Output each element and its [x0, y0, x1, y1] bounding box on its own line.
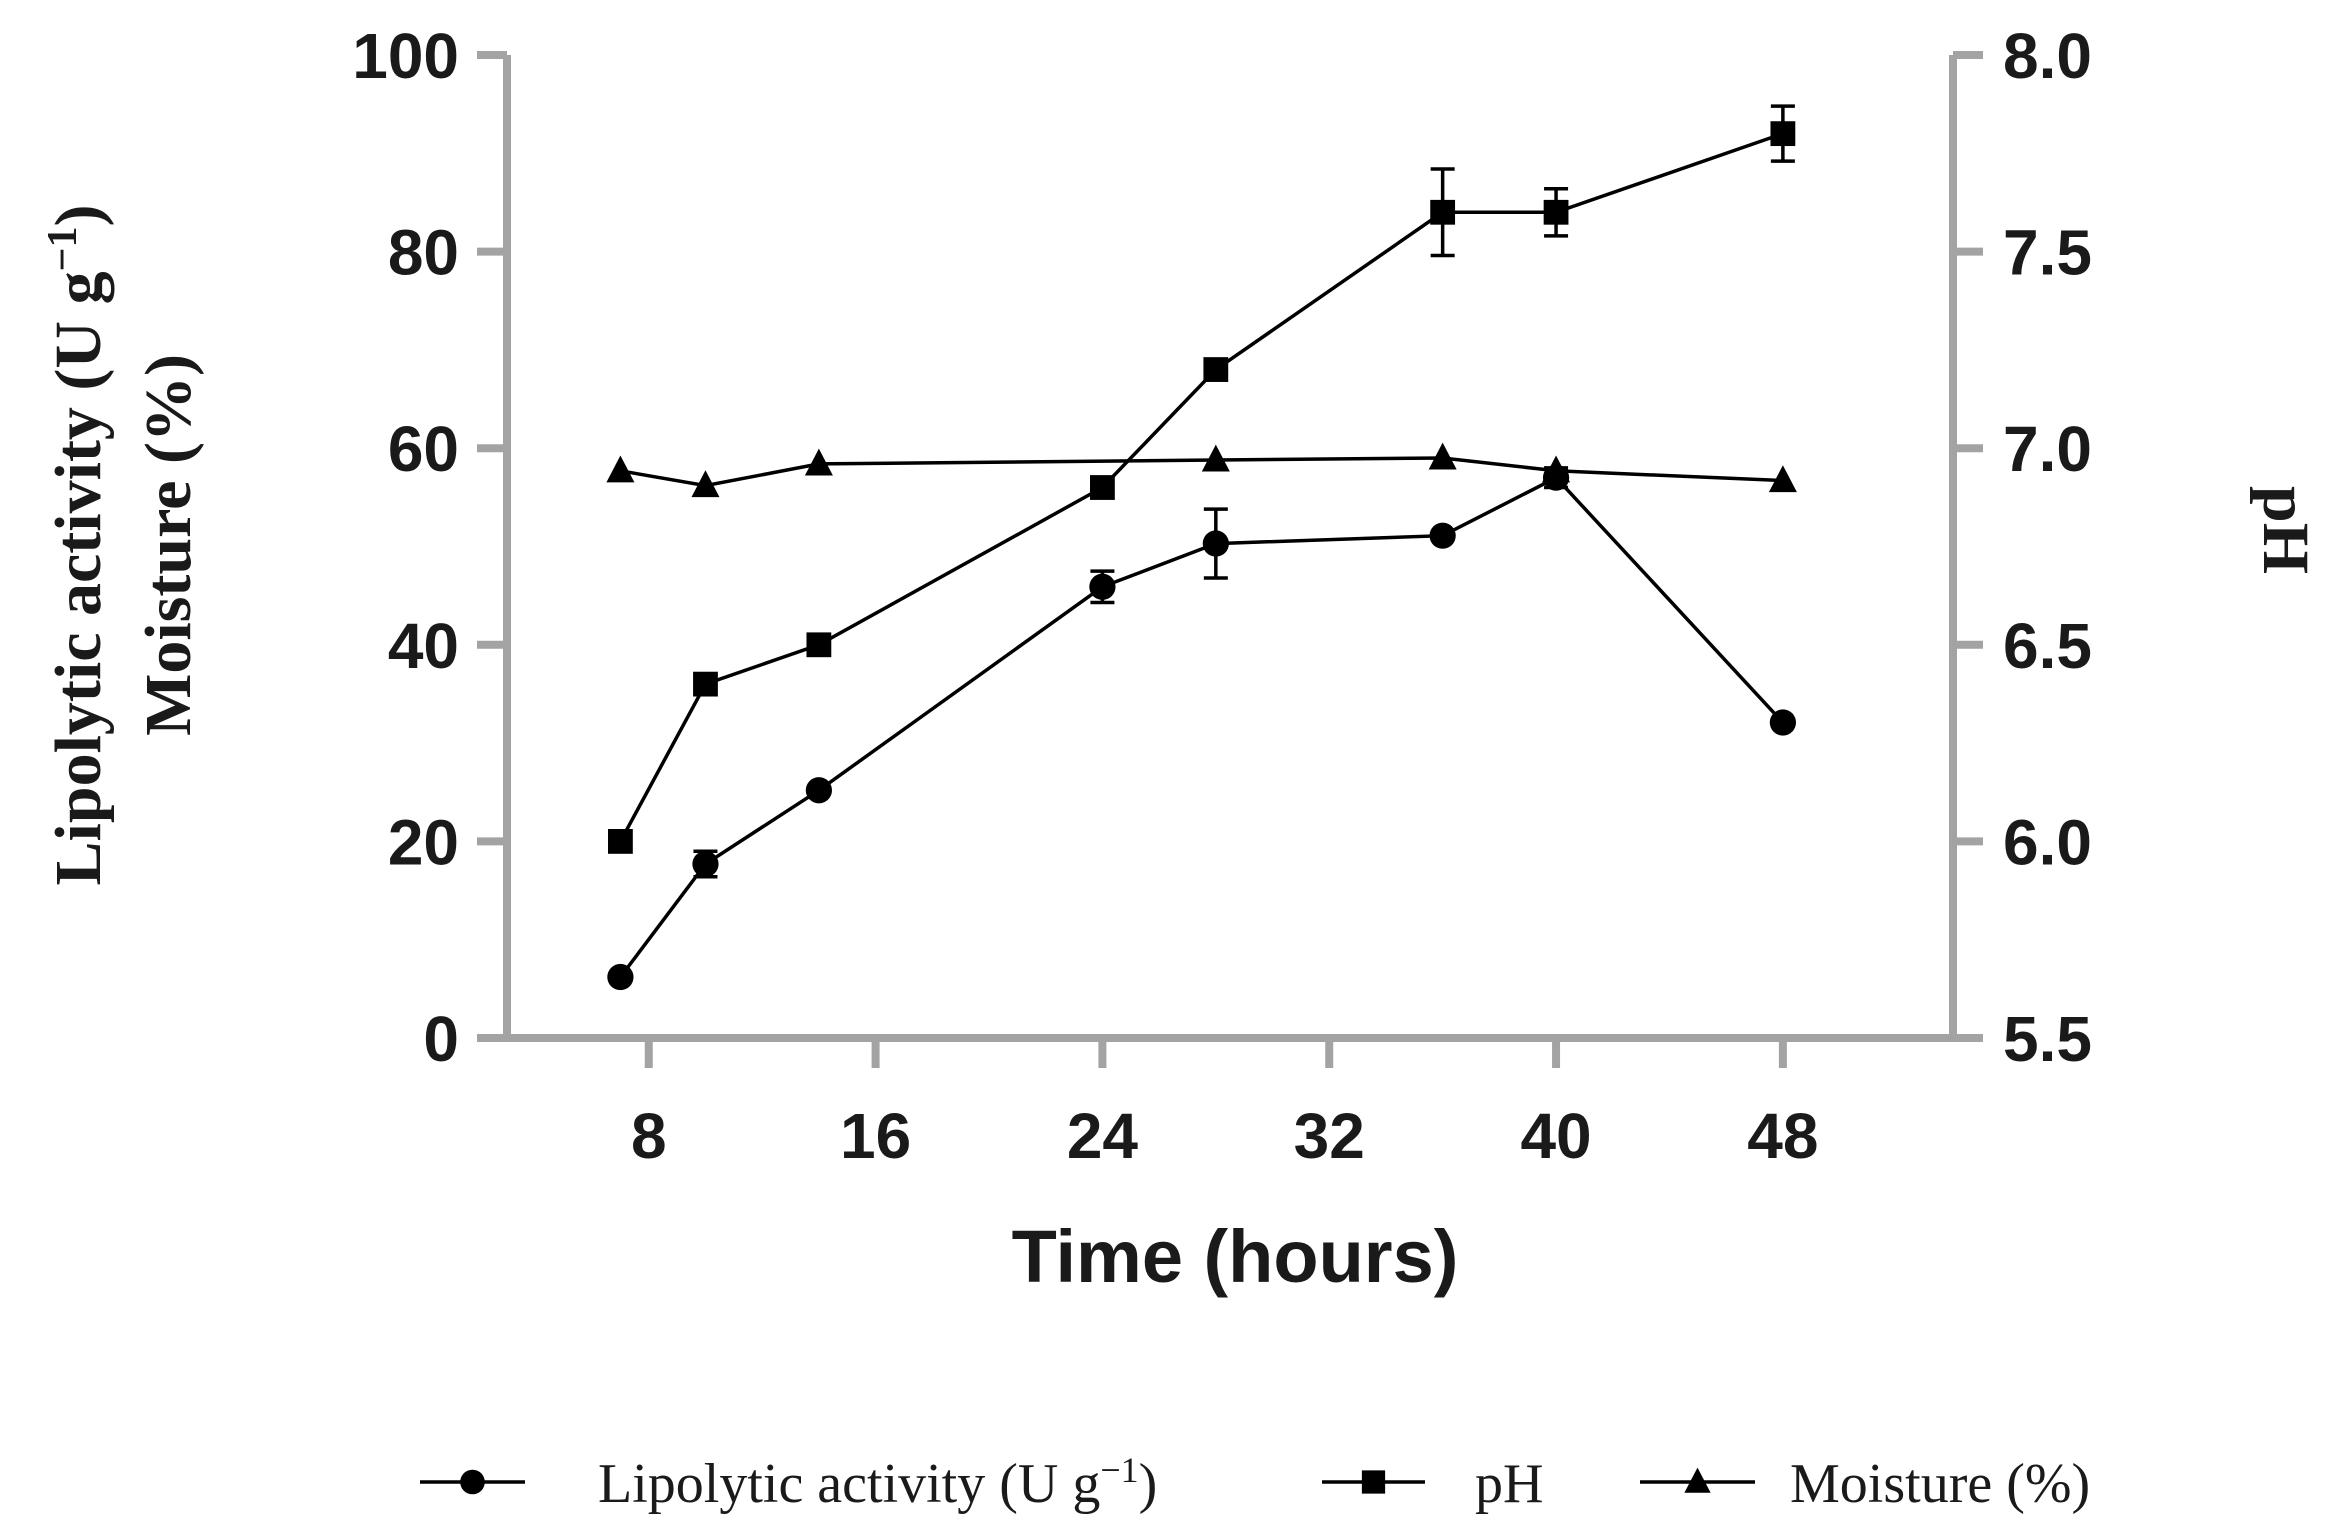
series-triangle	[606, 442, 1797, 498]
series-line	[618, 131, 1784, 843]
y-right-tick-label: 5.5	[2003, 1003, 2092, 1075]
data-point	[1543, 199, 1569, 225]
data-point	[805, 777, 833, 804]
x-tick-label: 16	[840, 1100, 911, 1172]
data-point	[1203, 357, 1229, 382]
y-left-title-main: Lipolytic activity (U g	[42, 271, 115, 885]
data-point	[607, 963, 634, 991]
y-left-title-line2: Moisture (%)	[132, 354, 205, 736]
x-tick-label: 40	[1520, 1100, 1591, 1172]
y-left-tick-label: 100	[352, 20, 459, 92]
data-point	[1201, 444, 1230, 472]
legend-label-main: Lipolytic activity (U g	[598, 1453, 1100, 1515]
data-point	[1090, 475, 1115, 500]
y-left-tick-label: 40	[388, 610, 459, 682]
series-square	[608, 104, 1796, 854]
legend-item: pH	[1322, 1453, 1543, 1515]
y-left-title: Lipolytic activity (U g−1)	[40, 205, 115, 886]
legend-label-main: pH	[1475, 1453, 1543, 1515]
x-tick-label: 32	[1294, 1100, 1365, 1172]
y-left-tick-label: 0	[423, 1003, 459, 1075]
x-axis-title: Time (hours)	[1012, 1215, 1459, 1298]
y-left-tick-label: 20	[388, 806, 459, 878]
legend-label-main: Moisture (%)	[1790, 1453, 2090, 1515]
data-point	[1428, 442, 1457, 470]
legend: Lipolytic activity (U g−1) pH Moisture (%)	[420, 1450, 2090, 1515]
x-tick-label: 48	[1747, 1100, 1818, 1172]
data-point	[1429, 522, 1456, 549]
y-right-tick-label: 6.0	[2003, 806, 2092, 878]
legend-label-end: )	[1139, 1453, 1158, 1515]
y-left-title-sup: −1	[40, 226, 86, 271]
y-right-tick-label: 6.5	[2003, 610, 2092, 682]
data-point	[606, 455, 635, 483]
data-point	[1089, 573, 1116, 600]
data-point	[1202, 530, 1229, 557]
data-point	[1542, 455, 1571, 483]
legend-label-sup: −1	[1100, 1450, 1138, 1490]
data-point	[1769, 709, 1797, 736]
legend-item: Moisture (%)	[1640, 1453, 2090, 1515]
data-point	[1770, 121, 1796, 147]
y-left-tick-label: 80	[388, 217, 459, 289]
legend-swatch-marker	[1361, 1470, 1386, 1494]
plot-area	[606, 104, 1797, 991]
axes: 0 20 40 60 80 100 5.5 6.0 6.5 7.0 7.5 8.0 8 16 24 32 40 4…	[352, 20, 2092, 1172]
axis-labels: Time (hours) Lipolytic activity (U g−1) …	[40, 205, 2322, 1299]
series-line	[619, 475, 1785, 979]
legend-item: Lipolytic activity (U g−1)	[420, 1450, 1157, 1515]
y-right-title: pH	[2249, 486, 2322, 574]
legend-label: Lipolytic activity (U g−1)	[598, 1450, 1157, 1515]
y-right-tick-label: 7.0	[2003, 413, 2092, 485]
x-tick-label: 24	[1067, 1100, 1139, 1172]
data-point	[693, 671, 718, 697]
data-point	[608, 829, 633, 854]
data-point	[806, 632, 832, 658]
legend-swatch-marker	[460, 1469, 485, 1495]
x-tick-label: 8	[631, 1100, 667, 1172]
data-point	[1768, 465, 1797, 493]
y-right-tick-label: 7.5	[2003, 217, 2092, 289]
legend-label: Moisture (%)	[1790, 1453, 2090, 1515]
y-left-tick-label: 60	[388, 413, 459, 485]
legend-label: pH	[1475, 1453, 1543, 1515]
legend-swatch-marker	[1684, 1467, 1711, 1493]
series-circle	[607, 464, 1797, 991]
y-left-title-end: )	[42, 205, 115, 227]
data-point	[691, 470, 720, 498]
y-right-tick-label: 8.0	[2003, 20, 2092, 92]
data-point	[804, 448, 833, 476]
data-point	[692, 850, 719, 878]
series-line	[620, 456, 1783, 488]
data-point	[1430, 199, 1456, 225]
